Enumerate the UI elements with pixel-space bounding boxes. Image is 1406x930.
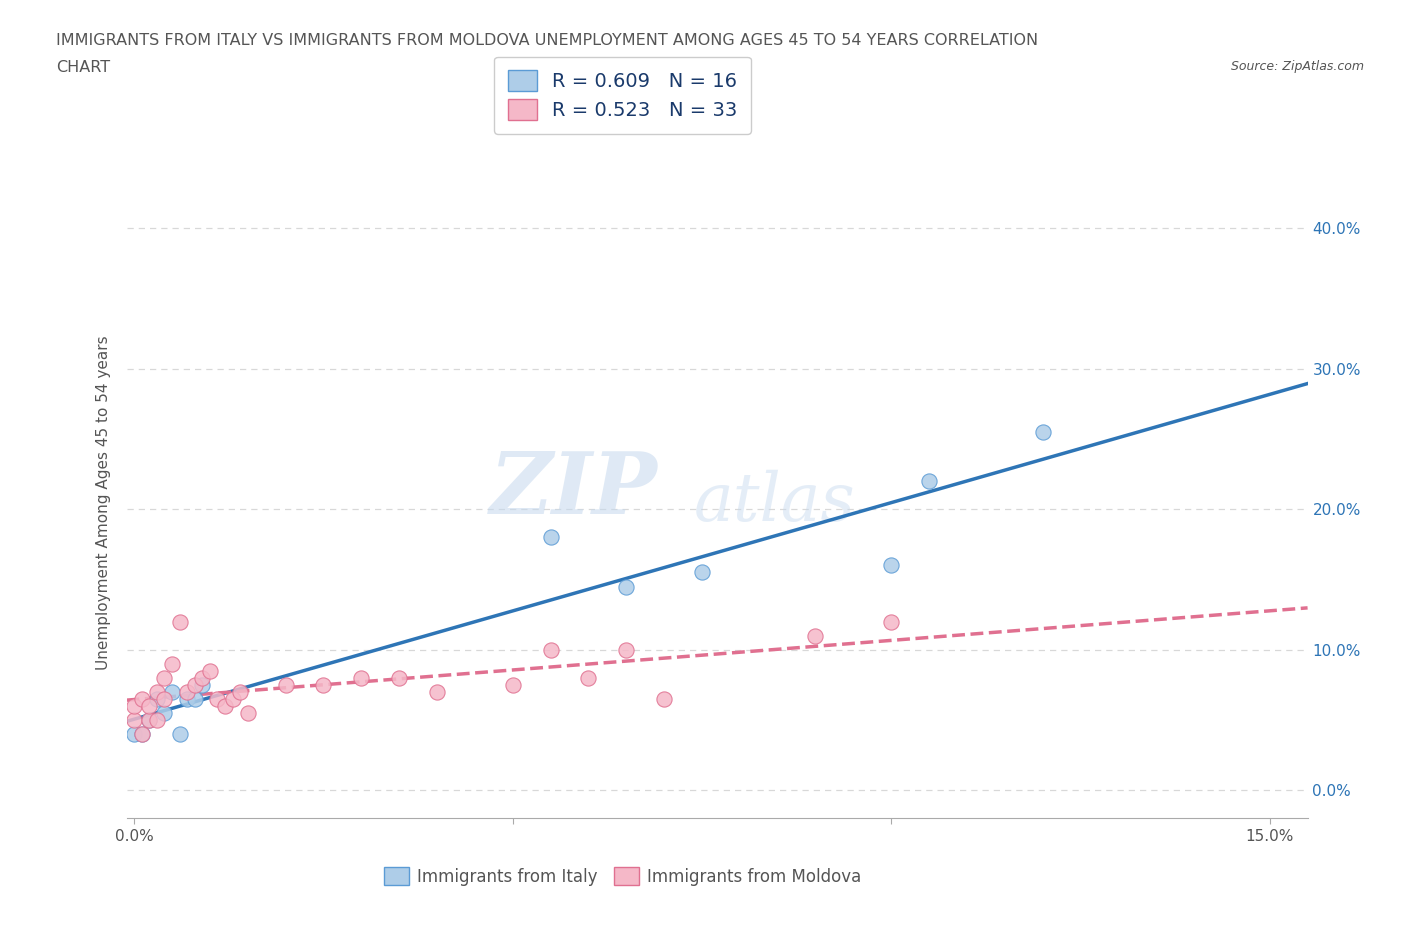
Point [131, 692, 153, 707]
Point [169, 726, 191, 741]
Point [426, 684, 449, 699]
Point [274, 677, 297, 692]
Point [138, 712, 160, 727]
Point [138, 712, 160, 727]
Point [191, 677, 214, 692]
Point [146, 692, 169, 707]
Text: ZIP: ZIP [491, 448, 658, 531]
Point [122, 698, 145, 713]
Point [312, 677, 335, 692]
Point [236, 706, 259, 721]
Point [502, 677, 524, 692]
Point [690, 565, 713, 580]
Point [131, 726, 153, 741]
Point [176, 684, 198, 699]
Y-axis label: Unemployment Among Ages 45 to 54 years: Unemployment Among Ages 45 to 54 years [96, 335, 111, 670]
Legend: Immigrants from Italy, Immigrants from Moldova: Immigrants from Italy, Immigrants from M… [377, 860, 869, 892]
Point [880, 558, 903, 573]
Point [880, 614, 903, 629]
Point [153, 671, 176, 685]
Text: Source: ZipAtlas.com: Source: ZipAtlas.com [1230, 60, 1364, 73]
Point [652, 692, 675, 707]
Point [576, 671, 599, 685]
Point [183, 677, 205, 692]
Point [1032, 424, 1054, 439]
Point [540, 643, 562, 658]
Point [160, 657, 183, 671]
Point [388, 671, 411, 685]
Point [229, 684, 252, 699]
Point [214, 698, 236, 713]
Point [918, 473, 941, 488]
Point [198, 663, 221, 678]
Point [183, 692, 205, 707]
Point [131, 726, 153, 741]
Text: IMMIGRANTS FROM ITALY VS IMMIGRANTS FROM MOLDOVA UNEMPLOYMENT AMONG AGES 45 TO 5: IMMIGRANTS FROM ITALY VS IMMIGRANTS FROM… [56, 33, 1039, 47]
Point [614, 579, 637, 594]
Point [207, 692, 229, 707]
Point [122, 712, 145, 727]
Point [540, 530, 562, 545]
Point [350, 671, 373, 685]
Point [138, 698, 160, 713]
Text: atlas: atlas [693, 470, 855, 535]
Point [146, 712, 169, 727]
Point [122, 726, 145, 741]
Point [221, 692, 243, 707]
Point [153, 706, 176, 721]
Point [804, 629, 827, 644]
Point [191, 671, 214, 685]
Point [169, 614, 191, 629]
Point [160, 684, 183, 699]
Text: CHART: CHART [56, 60, 110, 75]
Point [176, 692, 198, 707]
Point [614, 643, 637, 658]
Point [153, 692, 176, 707]
Point [146, 684, 169, 699]
